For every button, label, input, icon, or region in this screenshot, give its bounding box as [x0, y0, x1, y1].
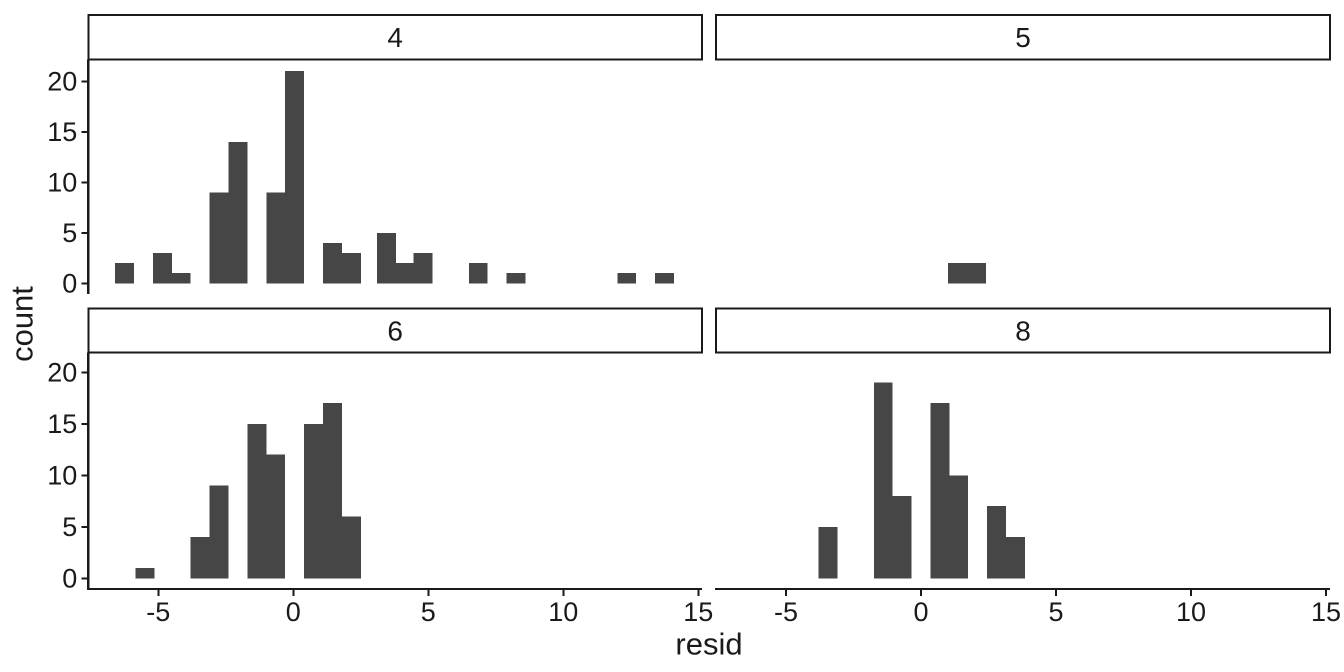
histogram-bar [115, 263, 134, 284]
histogram-bar [873, 382, 893, 579]
y-tick-label: 5 [62, 512, 77, 542]
facet-strip [715, 307, 1331, 354]
histogram-bar [341, 516, 361, 579]
facet-strip-label: 8 [1015, 316, 1031, 347]
facet-strip-label: 6 [387, 316, 403, 347]
histogram-bar [304, 423, 323, 579]
x-tick-label: 0 [913, 597, 928, 627]
histogram-bar [948, 263, 967, 284]
x-tick-label: 5 [1048, 597, 1063, 627]
y-tick-label: 20 [47, 357, 77, 387]
x-tick-label: 15 [683, 597, 713, 627]
y-tick-label: 0 [62, 563, 77, 593]
histogram-bar [949, 475, 969, 579]
histogram-bar [266, 454, 286, 579]
histogram-bar [285, 71, 305, 284]
x-tick-label: 10 [548, 597, 578, 627]
histogram-bar [394, 263, 414, 284]
histogram-bar [818, 526, 838, 579]
histogram-bar [152, 253, 172, 284]
histogram-bar [323, 403, 342, 579]
histogram-bar [930, 403, 950, 579]
histogram-bar [377, 232, 396, 284]
histogram-bar [171, 273, 191, 284]
x-tick-label: 0 [286, 597, 301, 627]
facet-strip [87, 307, 704, 354]
y-tick-label: 5 [62, 218, 77, 248]
histogram-bar [468, 263, 488, 284]
facet-strip-label: 5 [1015, 22, 1031, 53]
histogram-bar [506, 273, 526, 284]
facet-strip [87, 14, 704, 61]
y-tick-label: 10 [47, 167, 77, 197]
histogram-bar [247, 423, 267, 579]
histogram-bar [209, 192, 229, 284]
x-tick-label: -5 [774, 597, 798, 627]
y-tick-label: 0 [62, 268, 77, 298]
x-tick-label: 15 [1311, 597, 1341, 627]
histogram-bar [323, 242, 342, 284]
histogram-bar [892, 495, 912, 579]
y-axis-title: count [4, 286, 40, 362]
histogram-bar [617, 273, 637, 284]
histogram-bar [966, 263, 986, 284]
x-tick-label: 10 [1176, 597, 1206, 627]
y-tick-label: 20 [47, 66, 77, 96]
histogram-bar [987, 506, 1006, 579]
histogram-bar [413, 253, 433, 284]
histogram-bar [209, 485, 229, 579]
histogram-bar [266, 192, 286, 284]
x-tick-label: 5 [421, 597, 436, 627]
y-tick-label: 15 [47, 409, 77, 439]
histogram-bar [655, 273, 674, 284]
y-tick-label: 15 [47, 117, 77, 147]
histogram-bar [228, 141, 248, 284]
x-axis-title: resid [675, 626, 743, 662]
histogram-bar [341, 253, 361, 284]
histogram-bar [190, 537, 210, 579]
x-tick-label: -5 [146, 597, 170, 627]
y-tick-label: 10 [47, 460, 77, 490]
histogram-bar [1006, 537, 1025, 579]
histogram-bar [135, 568, 155, 579]
facet-strip [715, 14, 1331, 61]
facet-strip-label: 4 [387, 22, 403, 53]
